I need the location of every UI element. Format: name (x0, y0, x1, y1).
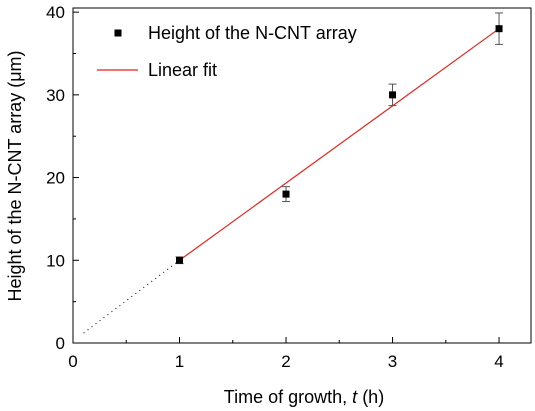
plot-frame (72, 7, 532, 344)
linear-fit-line (179, 28, 500, 261)
y-tick-label: 0 (56, 334, 65, 353)
legend-marker-points (114, 29, 122, 37)
y-tick-label: 10 (46, 251, 65, 270)
axis-ticks (72, 11, 500, 344)
y-axis-label: Height of the N-CNT array (μm) (5, 50, 25, 301)
x-tick-label: 4 (494, 352, 503, 371)
extrapolation-line (83, 259, 180, 334)
data-point (176, 256, 184, 264)
data-point (495, 25, 503, 33)
legend: Height of the N-CNT array Linear fit (97, 23, 357, 80)
data-point (282, 190, 290, 198)
legend-label-fit: Linear fit (148, 60, 217, 80)
x-tick-label: 1 (175, 352, 184, 371)
y-tick-label: 30 (46, 86, 65, 105)
y-tick-label: 40 (46, 3, 65, 22)
data-marks (83, 12, 504, 334)
data-point (389, 91, 397, 99)
x-axis-label: Time of growth, t (h) (224, 387, 384, 407)
y-tick-label: 20 (46, 169, 65, 188)
x-tick-label: 2 (281, 352, 290, 371)
x-tick-label: 0 (68, 352, 77, 371)
x-tick-label: 3 (388, 352, 397, 371)
legend-label-points: Height of the N-CNT array (148, 23, 357, 43)
